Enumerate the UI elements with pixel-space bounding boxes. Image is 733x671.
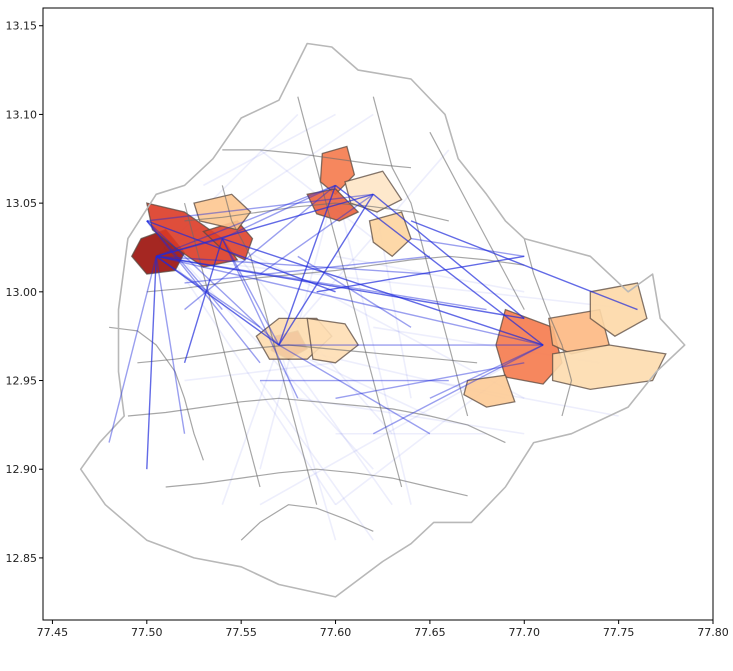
y-tick-label: 13.10 [6,108,38,121]
ward-boundary-line [146,255,525,293]
flow-line [155,255,261,328]
faint-flow-line [184,361,336,382]
faint-flow-line [221,344,280,505]
flow-line [155,256,186,434]
flow-line [156,193,374,258]
flow-line [156,255,430,275]
x-tick-label: 77.60 [320,626,352,639]
flow-line [278,193,374,346]
flow-line [184,255,430,284]
faint-flow-line [156,255,638,311]
y-tick-label: 13.15 [6,20,38,33]
ward-boundary-line [109,326,204,461]
flow-line [146,220,336,293]
outer-boundary [79,42,686,598]
flow-line [146,220,280,346]
flow-line [155,184,336,257]
x-axis: 77.45 77.50 77.55 77.60 77.65 77.70 77.75 77.80 [37,620,729,639]
faint-flow-line [259,344,544,506]
flow-line [410,237,525,258]
choropleth-region [145,202,239,268]
choropleth-region [306,317,360,364]
city-outer-boundary [79,42,686,598]
y-tick-label: 12.85 [6,552,38,565]
ward-boundary-line [165,468,468,497]
ward-boundary-line [137,344,478,364]
flow-line [221,184,336,240]
flow-line [429,344,544,399]
y-axis: 12.85 12.90 12.95 13.00 13.05 13.10 13.15 [6,20,43,565]
flow-lines [108,184,638,470]
y-tick-label: 12.90 [6,463,38,476]
flow-line [259,193,374,275]
faint-flow-line [221,237,525,399]
faint-flow-line [429,379,619,417]
flow-line [146,220,261,364]
choropleth-regions [130,145,667,408]
flow-line [146,256,157,470]
ward-boundary-line [221,185,318,505]
flow-line [372,344,544,435]
flow-line [155,255,280,346]
flow-line [146,193,374,222]
flow-line [156,255,544,346]
y-tick-label: 12.95 [6,375,38,388]
x-tick-label: 77.45 [37,626,69,639]
flow-line [335,362,525,399]
ward-boundary-line [222,149,412,169]
flow-line [410,220,638,311]
ward-boundary-line [127,397,506,444]
ward-boundary-line [297,96,403,488]
ward-boundaries [109,96,573,541]
y-tick-label: 13.00 [6,286,38,299]
faint-flow-line [259,380,374,541]
flow-line [335,184,544,346]
choropleth-region [344,170,403,213]
flow-line [108,256,157,443]
faint-flow-line [278,149,450,346]
choropleth-region [551,344,667,391]
axes-frame [42,7,714,621]
ward-boundary-line [184,202,449,222]
flow-line [156,237,223,258]
faint-flow-line [203,113,336,187]
x-tick-label: 77.50 [131,626,163,639]
plot-area [79,42,686,598]
choropleth-region [463,374,516,408]
flow-line [316,255,525,293]
x-tick-label: 77.80 [697,626,729,639]
flow-line [184,184,336,311]
flow-line [221,238,280,346]
flow-line [221,238,299,399]
ward-boundary-line [240,504,374,541]
ward-boundary-line [372,96,469,417]
x-tick-label: 77.70 [509,626,541,639]
x-tick-label: 77.65 [414,626,446,639]
flow-line [222,237,544,346]
flow-line [278,344,431,435]
flow-line [297,255,412,328]
faint-flow-line [146,220,374,470]
flow-line [146,220,223,311]
ward-boundary-line [183,202,261,488]
flow-line [183,238,223,363]
faint-flow-line [278,344,393,506]
flow-line [278,185,337,346]
x-tick-label: 77.55 [225,626,257,639]
y-tick-label: 13.05 [6,197,38,210]
x-tick-label: 77.75 [603,626,635,639]
faint-flow-line [278,344,337,541]
ward-boundary-line [429,131,525,310]
flow-line [372,193,525,319]
faint-flow-line [334,185,412,505]
